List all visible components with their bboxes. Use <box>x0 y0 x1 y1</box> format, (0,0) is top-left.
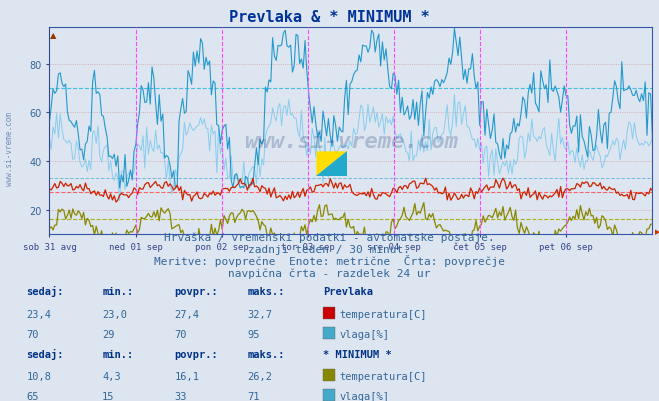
Text: 26,2: 26,2 <box>247 371 272 381</box>
Text: vlaga[%]: vlaga[%] <box>339 391 389 401</box>
Text: vlaga[%]: vlaga[%] <box>339 329 389 339</box>
Text: 65: 65 <box>26 391 39 401</box>
Text: 70: 70 <box>175 329 187 339</box>
Text: www.si-vreme.com: www.si-vreme.com <box>5 111 14 185</box>
Text: temperatura[C]: temperatura[C] <box>339 371 427 381</box>
Text: min.:: min.: <box>102 287 133 297</box>
Text: 23,4: 23,4 <box>26 309 51 319</box>
Text: maks.:: maks.: <box>247 287 285 297</box>
Text: 15: 15 <box>102 391 115 401</box>
Text: 10,8: 10,8 <box>26 371 51 381</box>
Text: maks.:: maks.: <box>247 349 285 359</box>
Text: 32,7: 32,7 <box>247 309 272 319</box>
Text: Prevlaka & * MINIMUM *: Prevlaka & * MINIMUM * <box>229 10 430 25</box>
Text: 27,4: 27,4 <box>175 309 200 319</box>
Text: 23,0: 23,0 <box>102 309 127 319</box>
Text: 95: 95 <box>247 329 260 339</box>
Text: zadnji teden / 30 minut.: zadnji teden / 30 minut. <box>248 245 411 255</box>
Text: 16,1: 16,1 <box>175 371 200 381</box>
Polygon shape <box>316 152 347 176</box>
Text: 71: 71 <box>247 391 260 401</box>
Text: temperatura[C]: temperatura[C] <box>339 309 427 319</box>
Text: 33: 33 <box>175 391 187 401</box>
Text: 4,3: 4,3 <box>102 371 121 381</box>
Text: Meritve: povprečne  Enote: metrične  Črta: povprečje: Meritve: povprečne Enote: metrične Črta:… <box>154 255 505 267</box>
Text: ▶: ▶ <box>656 229 659 235</box>
Text: sedaj:: sedaj: <box>26 286 64 297</box>
Text: povpr.:: povpr.: <box>175 287 218 297</box>
Text: navpična črta - razdelek 24 ur: navpična črta - razdelek 24 ur <box>228 268 431 279</box>
Text: www.si-vreme.com: www.si-vreme.com <box>244 132 458 152</box>
Text: ▲: ▲ <box>50 31 57 40</box>
Text: 29: 29 <box>102 329 115 339</box>
Text: sedaj:: sedaj: <box>26 348 64 359</box>
Text: Prevlaka: Prevlaka <box>323 287 373 297</box>
Text: * MINIMUM *: * MINIMUM * <box>323 349 391 359</box>
Polygon shape <box>316 152 347 176</box>
Text: Hrvaška / vremenski podatki - avtomatske postaje.: Hrvaška / vremenski podatki - avtomatske… <box>164 232 495 243</box>
Text: povpr.:: povpr.: <box>175 349 218 359</box>
Text: 70: 70 <box>26 329 39 339</box>
Text: min.:: min.: <box>102 349 133 359</box>
